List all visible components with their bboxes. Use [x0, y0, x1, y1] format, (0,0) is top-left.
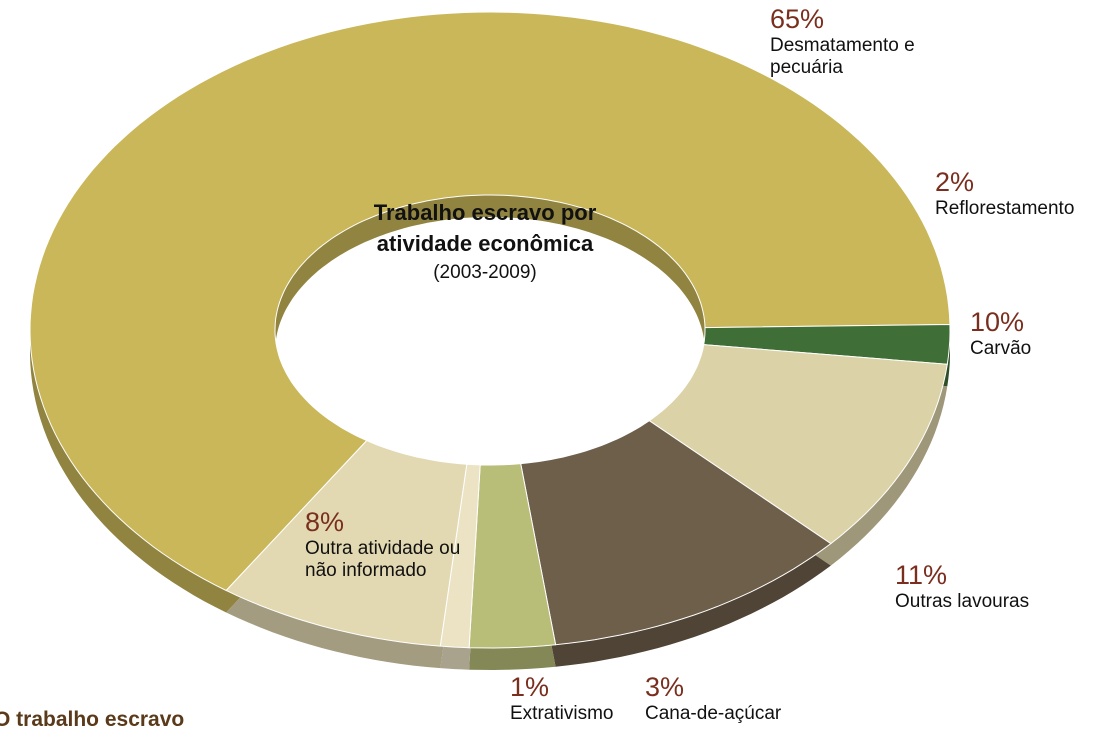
footer-heading: O trabalho escravo: [0, 708, 184, 732]
category-label: Desmatamento e pecuária: [770, 35, 940, 79]
category-label: Outras lavouras: [895, 591, 1075, 613]
value-label: 11%: [895, 560, 1075, 591]
slice-label: 1%Extrativismo: [510, 672, 630, 725]
slice-label: 10%Carvão: [970, 307, 1090, 360]
value-label: 8%: [305, 507, 475, 538]
category-label: Outra atividade ou não informado: [305, 538, 475, 582]
value-label: 2%: [935, 167, 1095, 198]
value-label: 3%: [645, 672, 805, 703]
value-label: 1%: [510, 672, 630, 703]
category-label: Carvão: [970, 338, 1090, 360]
slice-label: 8%Outra atividade ou não informado: [305, 507, 475, 582]
chart-subtitle: (2003-2009): [345, 262, 625, 284]
slice-label: 11%Outras lavouras: [895, 560, 1075, 613]
category-label: Cana-de-açúcar: [645, 703, 805, 725]
chart-title: Trabalho escravo por atividade econômica: [345, 198, 625, 260]
value-label: 10%: [970, 307, 1090, 338]
slice-label: 2%Reflorestamento: [935, 167, 1095, 220]
page: {"chart_data": {"type": "donut", "title"…: [0, 0, 1100, 738]
slice-label: 65%Desmatamento e pecuária: [770, 4, 940, 79]
center-title: Trabalho escravo por atividade econômica…: [345, 198, 625, 284]
chart: [0, 0, 1100, 738]
slice-label: 3%Cana-de-açúcar: [645, 672, 805, 725]
value-label: 65%: [770, 4, 940, 35]
category-label: Reflorestamento: [935, 198, 1095, 220]
category-label: Extrativismo: [510, 703, 630, 725]
